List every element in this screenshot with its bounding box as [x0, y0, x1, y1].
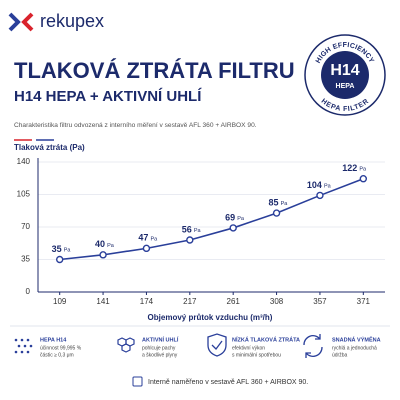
feature-icon: [117, 337, 135, 353]
y-tick-label: 35: [21, 255, 30, 264]
logo-text: rekupex: [40, 11, 104, 31]
footer-icon: [132, 376, 143, 387]
feature-title: HEPA H14: [40, 337, 67, 343]
features: HEPA H14 účinnost 99,995 %částic ≥ 0,3 μm…: [40, 335, 381, 358]
footer: Interně naměřeno v sestavě AFL 360 + AIR…: [148, 379, 308, 386]
y-tick-label: 105: [17, 190, 31, 199]
value-label: 122: [342, 163, 357, 173]
feature-text: údržba: [332, 352, 348, 358]
feature-text: částic ≥ 0,3 μm: [40, 352, 74, 358]
point: [359, 175, 368, 183]
value-label: 104: [307, 180, 322, 190]
y-tick-label: 0: [26, 287, 31, 296]
value-label: 56: [182, 224, 192, 234]
value-unit: Pa: [64, 247, 72, 253]
value-unit: Pa: [107, 243, 115, 249]
badge: HIGH EFFICIENCY HEPA FILTER H14 HEPA: [304, 34, 386, 116]
value-label: 40: [95, 239, 105, 249]
x-tick-label: 109: [53, 297, 67, 306]
title: TLAKOVÁ ZTRÁTA FILTRU: [14, 58, 295, 83]
feature-text: účinnost 99,995 %: [40, 345, 82, 351]
value-unit: Pa: [237, 216, 245, 222]
value-label: 35: [52, 244, 62, 254]
x-tick-label: 371: [357, 297, 371, 306]
point: [272, 209, 281, 217]
logo-icon: [8, 12, 34, 32]
x-tick-label: 308: [270, 297, 284, 306]
feature-title: AKTIVNÍ UHLÍ: [142, 335, 179, 343]
line: [59, 177, 364, 261]
feature-text: efektivní výkon: [232, 345, 265, 351]
x-tick-label: 261: [227, 297, 241, 306]
subtitle: H14 HEPA + AKTIVNÍ UHLÍ: [14, 88, 202, 105]
y-tick-label: 140: [17, 157, 31, 166]
value-unit: Pa: [359, 167, 367, 173]
x-axis-title: Objemový průtok vzduchu (m³/h): [148, 313, 273, 322]
feature-icon: [14, 338, 33, 354]
feature-title: SNADNÁ VÝMĚNA: [332, 335, 381, 343]
value-unit: Pa: [324, 183, 332, 189]
y-axis-title: Tlaková ztráta (Pa): [14, 143, 85, 152]
value-label: 47: [138, 233, 148, 243]
value-unit: Pa: [281, 201, 289, 207]
x-tick-label: 174: [140, 297, 154, 306]
feature-text: s minimální spotřebou: [232, 352, 281, 358]
point: [142, 244, 151, 253]
badge-type: HEPA: [336, 83, 355, 90]
point: [316, 191, 324, 200]
point: [186, 236, 194, 244]
point: [99, 251, 107, 259]
x-tick-label: 357: [313, 297, 327, 306]
value-unit: Pa: [194, 228, 202, 234]
feature-text: a škodlivé plyny: [142, 352, 178, 358]
x-tick-label: 141: [96, 297, 110, 306]
y-tick-label: 70: [21, 222, 30, 231]
x-tick-label: 217: [183, 297, 197, 306]
value-label: 69: [225, 212, 235, 222]
badge-grade: H14: [330, 62, 359, 79]
value-unit: Pa: [150, 236, 158, 242]
feature-icon: [303, 334, 323, 358]
description: Charakteristika filtru odvozená z intern…: [14, 122, 257, 129]
point: [229, 224, 237, 232]
value-label: 85: [269, 197, 279, 207]
feature-text: rychlá a jednoduchá: [332, 345, 377, 351]
feature-icon: [207, 333, 227, 357]
feature-title: NÍZKÁ TLAKOVÁ ZTRÁTA: [232, 335, 300, 343]
feature-text: pohlcuje pachy: [142, 345, 176, 351]
point: [55, 255, 64, 264]
